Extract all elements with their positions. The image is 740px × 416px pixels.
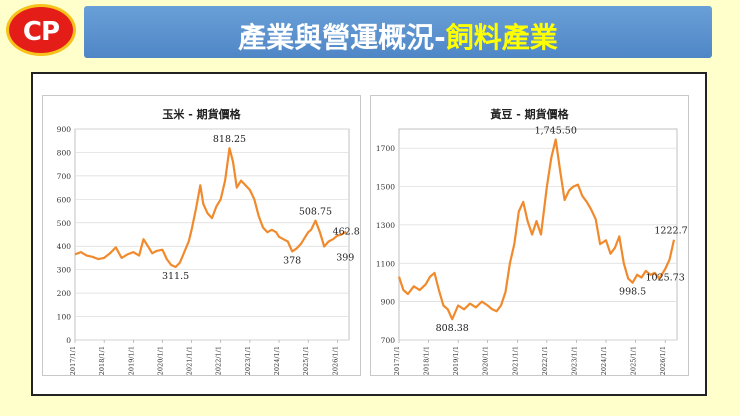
- corn-data-label: 462.88: [333, 226, 360, 237]
- soybean-ytick-label: 1100: [376, 259, 395, 268]
- cp-logo: CP: [6, 4, 76, 56]
- corn-xtick-label: 2026/1/1: [331, 346, 339, 375]
- corn-data-label: 818.25: [213, 134, 246, 145]
- corn-ytick-label: 800: [57, 148, 72, 157]
- corn-ytick-label: 700: [57, 172, 72, 181]
- soybean-xtick-label: 2024/1/1: [600, 346, 608, 375]
- soybean-chart-panel: 黃豆 - 期貨價格 700 900 1100 1300 1500 1700 2017/1/1…: [370, 95, 694, 376]
- soybean-data-label: 808.38: [436, 323, 469, 334]
- soybean-data-label: 998.5: [619, 287, 646, 298]
- soybean-xtick-label: 2020/1/1: [482, 346, 490, 375]
- corn-chart: 0 100 200 300 400 500 600 700 800 900 2017/1/1 2018…: [57, 125, 366, 375]
- page-title: 產業與營運概況-飼料產業: [84, 16, 712, 56]
- soybean-xtick-label: 2021/1/1: [511, 346, 519, 375]
- soybean-ytick-label: 900: [381, 298, 396, 307]
- corn-ytick-label: 900: [57, 125, 72, 134]
- corn-xtick-label: 2024/1/1: [273, 346, 281, 375]
- corn-data-label: 399: [336, 252, 354, 263]
- corn-xtick-label: 2017/1/1: [69, 346, 77, 375]
- corn-ytick-label: 400: [57, 242, 72, 251]
- soybean-data-label: 1025.73: [646, 273, 685, 284]
- title-main: 產業與營運概況-: [238, 21, 446, 54]
- corn-data-label: 311.5: [162, 271, 189, 282]
- corn-plot-area: [74, 128, 350, 341]
- soybean-xtick-label: 2017/1/1: [393, 346, 401, 375]
- soybean-ytick-label: 1300: [376, 221, 395, 230]
- soybean-data-label: 1222.75: [654, 226, 688, 237]
- soybean-xtick-label: 2019/1/1: [452, 346, 460, 375]
- corn-ytick-label: 200: [57, 289, 72, 298]
- corn-xtick-label: 2018/1/1: [98, 346, 106, 375]
- header-bar: CP 產業與營運概況-飼料產業: [0, 0, 740, 62]
- soybean-chart: 700 900 1100 1300 1500 1700 2017/1/1 2018/1/1 20…: [376, 125, 694, 375]
- corn-data-label: 378: [283, 255, 301, 266]
- soybean-xtick-label: 2018/1/1: [423, 346, 431, 375]
- corn-xtick-label: 2025/1/1: [302, 346, 310, 375]
- title-highlight: 飼料產業: [445, 21, 558, 54]
- soybean-xtick-label: 2023/1/1: [570, 346, 578, 375]
- corn-data-label: 508.75: [299, 207, 332, 218]
- soybean-ytick-label: 1700: [376, 144, 395, 153]
- soybean-chart-title: 黃豆 - 期貨價格: [490, 108, 569, 121]
- corn-ytick-label: 100: [57, 313, 72, 322]
- soybean-plot-area: [398, 128, 678, 341]
- corn-xtick-label: 2022/1/1: [215, 346, 223, 375]
- corn-chart-title: 玉米 - 期貨價格: [162, 108, 241, 121]
- corn-ytick-label: 600: [57, 195, 72, 204]
- soybean-price-line: [397, 138, 676, 321]
- soybean-xtick-label: 2025/1/1: [630, 346, 638, 375]
- corn-xtick-label: 2019/1/1: [127, 346, 135, 375]
- corn-chart-panel: 玉米 - 期貨價格 0 100 200 300 400 500 600 700 800 900 20…: [42, 95, 366, 376]
- corn-price-line: [74, 147, 347, 269]
- title-banner: 產業與營運概況-飼料產業: [84, 6, 712, 58]
- logo-text: CP: [22, 17, 60, 47]
- corn-xtick-label: 2021/1/1: [186, 346, 194, 375]
- corn-xtick-label: 2023/1/1: [244, 346, 252, 375]
- soybean-xtick-label: 2022/1/1: [541, 346, 549, 375]
- soybean-xtick-label: 2026/1/1: [659, 346, 667, 375]
- corn-ytick-label: 300: [57, 266, 72, 275]
- soybean-ytick-label: 1500: [376, 183, 395, 192]
- corn-ytick-label: 0: [66, 336, 71, 345]
- soybean-data-label: 1,745.50: [535, 125, 577, 136]
- corn-ytick-label: 500: [57, 219, 72, 228]
- soybean-ytick-label: 700: [381, 336, 396, 345]
- corn-xtick-label: 2020/1/1: [156, 346, 164, 375]
